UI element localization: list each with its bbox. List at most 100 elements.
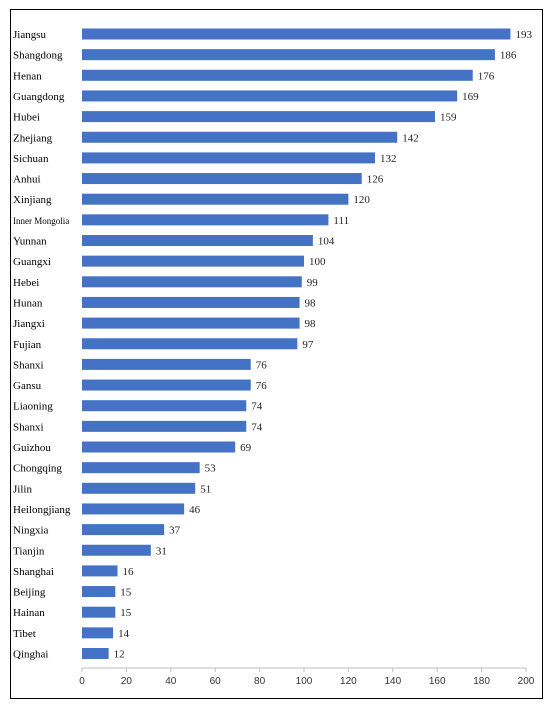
category-label: Sichuan bbox=[13, 153, 49, 165]
bar bbox=[82, 441, 236, 453]
bar bbox=[82, 193, 349, 205]
bar-value-label: 104 bbox=[318, 236, 335, 248]
bar bbox=[82, 131, 398, 143]
bar-value-label: 76 bbox=[256, 380, 268, 392]
bar-value-label: 37 bbox=[169, 525, 181, 537]
bar-value-label: 51 bbox=[200, 483, 211, 495]
bar bbox=[82, 358, 251, 370]
category-label: Shanxi bbox=[13, 421, 44, 433]
bar bbox=[82, 235, 313, 246]
bar-value-label: 120 bbox=[353, 194, 370, 206]
category-label: Jiangxi bbox=[13, 318, 45, 330]
value-labels-group: 193 186 176 169 159 142 132 126 120 111 104 100 99 98… bbox=[114, 29, 533, 661]
bar-value-label: 98 bbox=[305, 297, 317, 309]
category-label: Hebei bbox=[13, 277, 39, 289]
x-tick-label: 40 bbox=[165, 676, 177, 687]
bar bbox=[82, 400, 247, 412]
bar-value-label: 46 bbox=[189, 504, 201, 516]
bar-value-label: 12 bbox=[114, 649, 125, 661]
bar bbox=[82, 420, 247, 432]
bar-value-label: 74 bbox=[251, 401, 263, 413]
bar bbox=[82, 586, 116, 598]
bar-value-label: 74 bbox=[251, 421, 263, 433]
category-label: Jilin bbox=[13, 483, 32, 495]
category-label: Hainan bbox=[13, 607, 45, 619]
category-label: Hubei bbox=[13, 112, 40, 124]
bar-value-label: 98 bbox=[305, 318, 317, 330]
category-label: Shanghai bbox=[13, 566, 54, 578]
category-label: Yunnan bbox=[13, 236, 47, 248]
bar bbox=[82, 28, 511, 40]
bar-value-label: 97 bbox=[302, 339, 314, 351]
bar-value-label: 100 bbox=[309, 256, 326, 268]
category-label: Liaoning bbox=[13, 401, 53, 413]
bar bbox=[82, 379, 251, 391]
category-label: Shangdong bbox=[13, 50, 63, 62]
bar-value-label: 76 bbox=[256, 359, 268, 371]
bar bbox=[82, 648, 109, 659]
x-tick-label: 120 bbox=[340, 676, 357, 687]
bar-value-label: 53 bbox=[205, 463, 217, 475]
x-tick-label: 180 bbox=[473, 676, 490, 687]
bar-value-label: 186 bbox=[500, 50, 517, 62]
bar bbox=[82, 482, 196, 494]
x-tick-label: 60 bbox=[210, 676, 222, 687]
bar-value-label: 99 bbox=[307, 277, 319, 289]
category-label: Guizhou bbox=[13, 442, 51, 454]
bar bbox=[82, 544, 151, 556]
bar-value-label: 14 bbox=[118, 628, 130, 640]
bar-value-label: 31 bbox=[156, 545, 167, 557]
bar bbox=[82, 255, 304, 267]
bar bbox=[82, 565, 118, 577]
bar bbox=[82, 627, 114, 639]
bar-value-label: 15 bbox=[120, 587, 132, 599]
category-label: Gansu bbox=[13, 380, 42, 392]
bar-value-label: 142 bbox=[402, 132, 419, 144]
bar-value-label: 69 bbox=[240, 442, 252, 454]
bar bbox=[82, 111, 435, 123]
category-label: Chongqing bbox=[13, 463, 62, 475]
category-label: Inner Mongolia bbox=[13, 216, 69, 226]
category-label: Tianjin bbox=[13, 545, 45, 557]
bar-value-label: 15 bbox=[120, 607, 132, 619]
bar bbox=[82, 503, 185, 515]
category-label: Tibet bbox=[13, 628, 36, 640]
category-label: Shanxi bbox=[13, 359, 44, 371]
bar bbox=[82, 173, 362, 185]
category-label: Guangxi bbox=[13, 256, 51, 268]
category-label: Henan bbox=[13, 70, 42, 82]
x-tick-label: 100 bbox=[296, 676, 313, 687]
category-label: Jiangsu bbox=[13, 29, 47, 41]
bar-value-label: 126 bbox=[367, 174, 384, 186]
bar bbox=[82, 69, 473, 81]
category-label: Xinjiang bbox=[13, 194, 52, 206]
x-tick-label: 20 bbox=[121, 676, 133, 687]
bar bbox=[82, 462, 200, 474]
bar bbox=[82, 606, 116, 618]
category-label: Anhui bbox=[13, 174, 41, 186]
category-label: Ningxia bbox=[13, 525, 49, 537]
bar-value-label: 169 bbox=[462, 91, 479, 103]
bar bbox=[82, 49, 495, 61]
x-tick-label: 140 bbox=[384, 676, 401, 687]
bar bbox=[82, 296, 300, 308]
category-label: Zhejiang bbox=[13, 132, 53, 144]
bar bbox=[82, 152, 376, 164]
x-tick-label: 80 bbox=[254, 676, 266, 687]
category-label: Heilongjiang bbox=[13, 504, 71, 516]
category-label: Qinghai bbox=[13, 649, 48, 661]
x-axis-ticks-group: 0 20 40 60 80 100 120 140 160 180 200 bbox=[79, 668, 535, 687]
chart-frame bbox=[10, 9, 543, 699]
bar bbox=[82, 90, 458, 102]
x-tick-label: 200 bbox=[518, 676, 535, 687]
bar bbox=[82, 317, 300, 329]
bar-value-label: 16 bbox=[123, 566, 134, 578]
bar bbox=[82, 524, 165, 536]
category-label: Hunan bbox=[13, 297, 43, 309]
x-tick-label: 160 bbox=[429, 676, 446, 687]
bar bbox=[82, 276, 302, 288]
category-labels-group: Jiangsu Shangdong Henan Guangdong Hubei Zheji… bbox=[13, 29, 71, 661]
bar-value-label: 193 bbox=[515, 29, 532, 41]
x-tick-label: 0 bbox=[79, 676, 85, 687]
